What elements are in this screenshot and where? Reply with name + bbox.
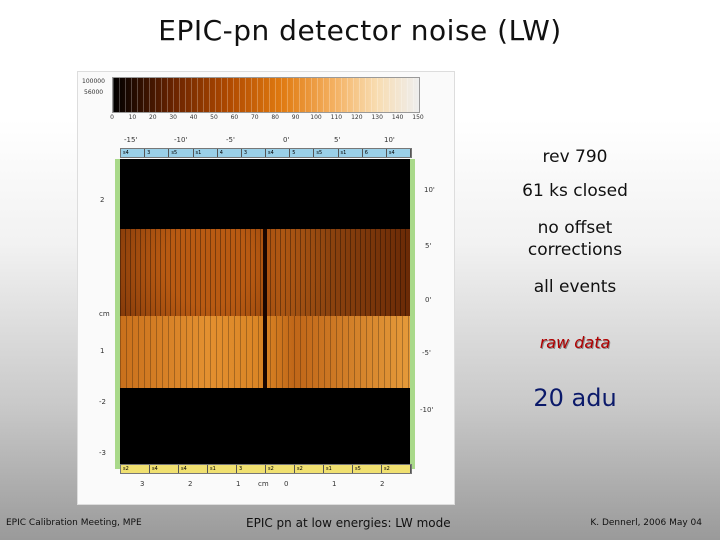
colorbar-tick: 90 bbox=[291, 114, 300, 121]
colorbar-tick: 0 bbox=[110, 114, 114, 121]
bottom-tick: 3 bbox=[140, 480, 145, 488]
colorbar-tick: 50 bbox=[210, 114, 218, 121]
colorbar-tick: 70 bbox=[250, 114, 259, 121]
top-tick: 5' bbox=[334, 136, 341, 144]
colorbar bbox=[112, 77, 420, 113]
colorbar-tick: 120 bbox=[351, 114, 363, 121]
left-tick: 2 bbox=[100, 196, 105, 204]
scale-strip-top: s4 3 s5 s1 4 3 s4 5 s5 s1 6 s4 bbox=[120, 148, 412, 158]
note-exposure: 61 ks closed bbox=[522, 181, 628, 201]
top-tick: -15' bbox=[124, 136, 138, 144]
bottom-tick: 0 bbox=[284, 480, 289, 488]
scale-strip-bottom: s2 s4 s4 s1 3 s2 s2 s1 s5 s2 bbox=[120, 464, 412, 474]
right-tick: 10' bbox=[424, 186, 435, 194]
colorbar-tick: 140 bbox=[391, 114, 404, 121]
left-tick: 1 bbox=[100, 347, 105, 355]
right-tick: 0' bbox=[425, 296, 432, 304]
left-green-stripe bbox=[115, 159, 120, 469]
slide-title: EPIC-pn detector noise (LW) bbox=[158, 14, 562, 47]
note-offset: no offset corrections bbox=[527, 218, 623, 260]
colorbar-tick: 30 bbox=[169, 114, 178, 121]
right-tick: -10' bbox=[420, 406, 434, 414]
colorbar-tick: 80 bbox=[271, 114, 280, 121]
right-tick: -5' bbox=[422, 349, 431, 357]
note-raw-data: raw data bbox=[539, 333, 611, 352]
bottom-tick: 2 bbox=[188, 480, 193, 488]
footer-center: EPIC pn at low energies: LW mode bbox=[246, 516, 451, 530]
right-tick: 5' bbox=[425, 242, 432, 250]
right-green-stripe bbox=[410, 159, 415, 469]
top-tick: -5' bbox=[226, 136, 235, 144]
colorbar-tick: 40 bbox=[189, 114, 198, 121]
colorbar-ticks: 0 10 20 30 40 50 60 70 80 90 100 110 120 130 140 150 bbox=[110, 114, 424, 124]
colorbar-tick: 10 bbox=[128, 114, 137, 121]
colorbar-tick: 150 bbox=[412, 114, 424, 121]
top-tick: -10' bbox=[174, 136, 188, 144]
colorbar-label-mid: 56000 bbox=[84, 89, 104, 96]
detector-image bbox=[120, 159, 410, 469]
footer-left: EPIC Calibration Meeting, MPE bbox=[6, 518, 142, 528]
left-tick: -3 bbox=[99, 449, 106, 457]
colorbar-tick: 100 bbox=[310, 114, 322, 121]
bottom-unit: cm bbox=[258, 480, 269, 488]
colorbar-tick: 130 bbox=[371, 114, 383, 121]
detector-noise-image: 100000 56000 0 10 20 30 40 50 60 70 80 90 100 110 12… bbox=[77, 71, 455, 505]
bottom-tick: 1 bbox=[332, 480, 337, 488]
footer-right: K. Dennerl, 2006 May 04 bbox=[590, 518, 702, 528]
top-tick: 0' bbox=[283, 136, 290, 144]
left-unit: cm bbox=[99, 310, 110, 318]
note-rev: rev 790 bbox=[542, 147, 608, 167]
colorbar-label-top: 100000 bbox=[82, 78, 105, 85]
bottom-tick: 2 bbox=[380, 480, 385, 488]
note-events: all events bbox=[533, 277, 617, 297]
left-tick: -2 bbox=[99, 398, 106, 406]
top-tick: 10' bbox=[384, 136, 395, 144]
colorbar-tick: 60 bbox=[230, 114, 239, 121]
colorbar-tick: 110 bbox=[330, 114, 343, 121]
note-adu: 20 adu bbox=[533, 384, 617, 412]
colorbar-tick: 20 bbox=[148, 114, 157, 121]
ccd-gap bbox=[263, 229, 267, 388]
bottom-tick: 1 bbox=[236, 480, 241, 488]
